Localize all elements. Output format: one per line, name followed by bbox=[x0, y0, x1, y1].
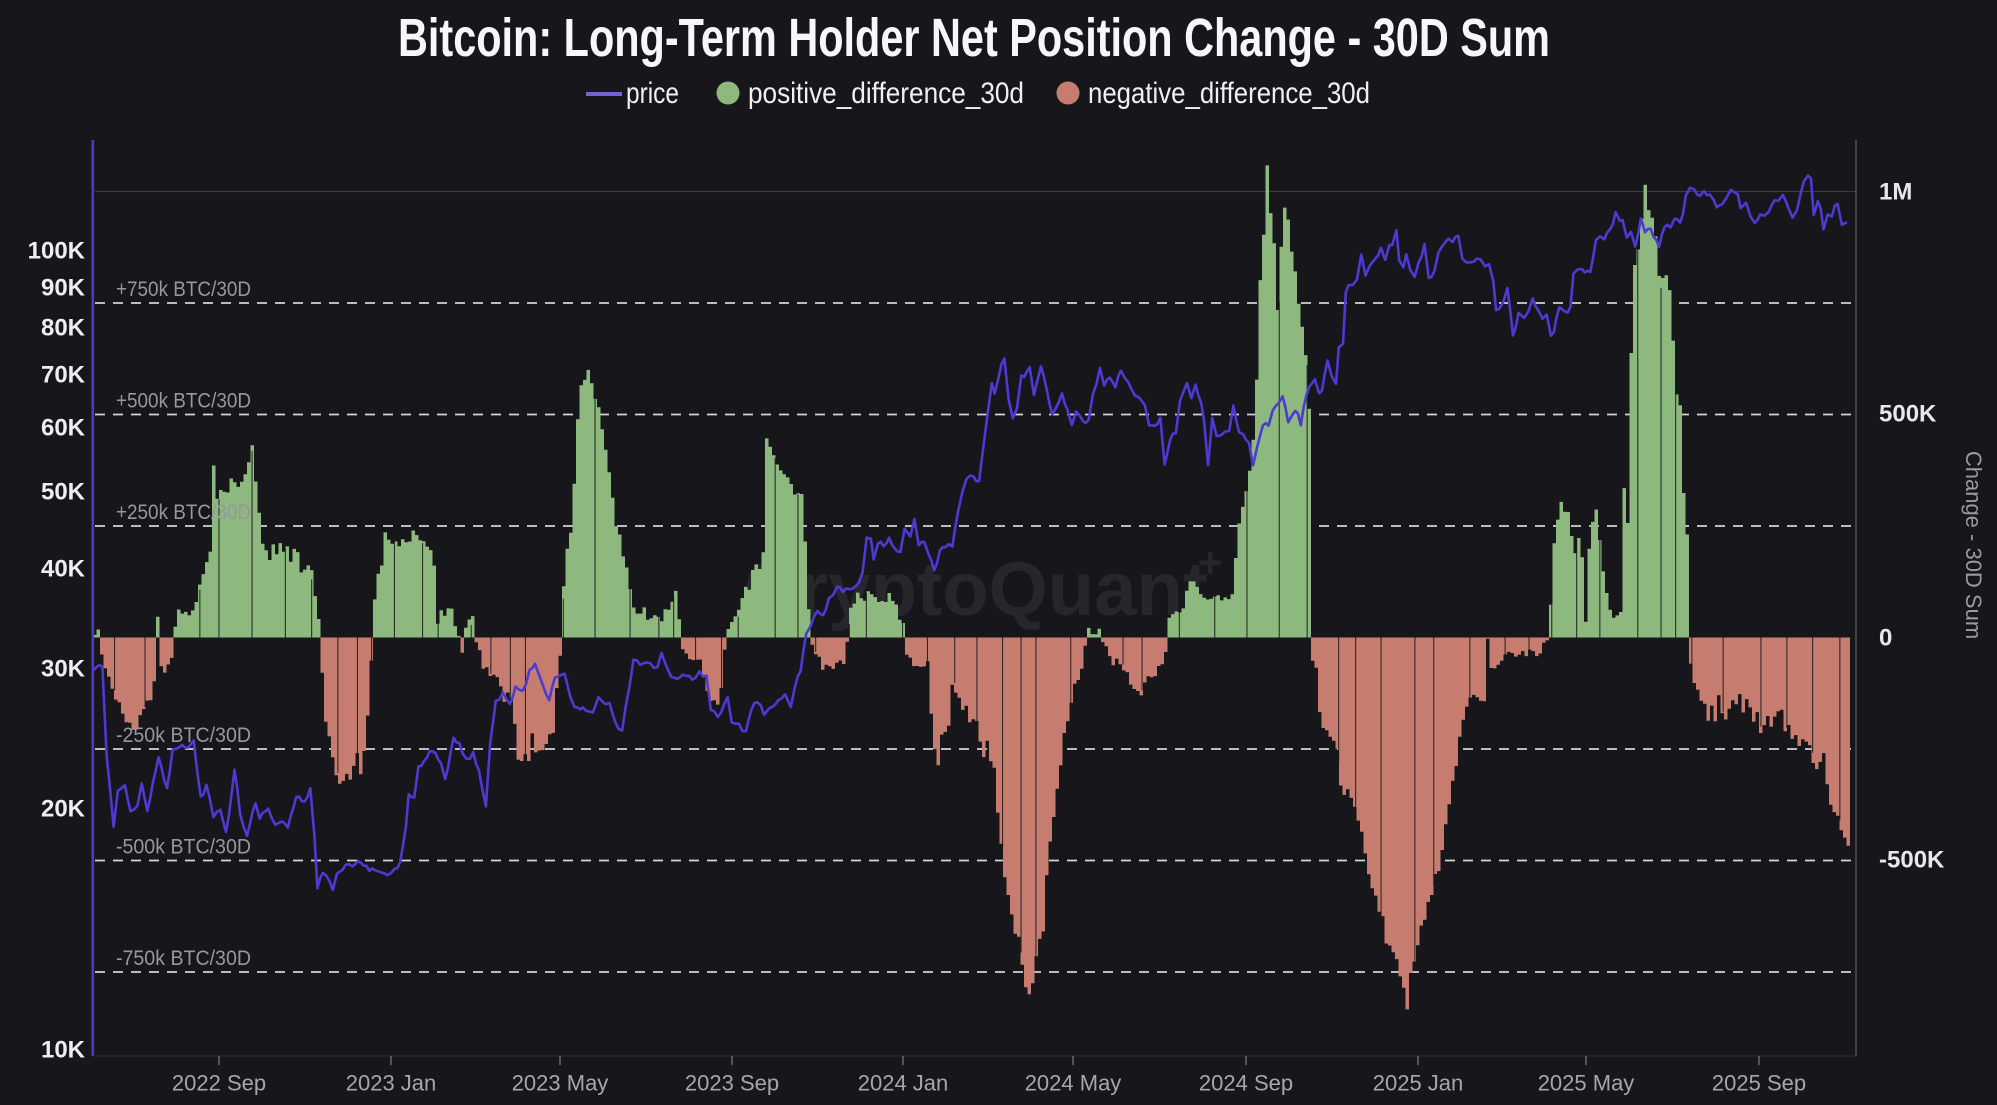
svg-text:80K: 80K bbox=[41, 315, 86, 342]
svg-text:+: + bbox=[1198, 539, 1223, 586]
svg-text:+750k BTC/30D: +750k BTC/30D bbox=[116, 278, 251, 301]
svg-text:CryptoQuant: CryptoQuant bbox=[744, 547, 1208, 632]
svg-text:2023 Sep: 2023 Sep bbox=[685, 1071, 779, 1096]
svg-text:-750k BTC/30D: -750k BTC/30D bbox=[116, 947, 251, 970]
svg-text:1M: 1M bbox=[1879, 179, 1912, 206]
svg-text:100K: 100K bbox=[28, 238, 86, 265]
svg-text:-500K: -500K bbox=[1879, 847, 1945, 874]
svg-text:2025 Jan: 2025 Jan bbox=[1373, 1071, 1464, 1096]
svg-text:price: price bbox=[626, 77, 679, 110]
svg-text:10K: 10K bbox=[41, 1037, 86, 1064]
svg-text:negative_difference_30d: negative_difference_30d bbox=[1088, 77, 1370, 110]
svg-text:70K: 70K bbox=[41, 362, 86, 389]
svg-text:30K: 30K bbox=[41, 656, 86, 683]
svg-text:90K: 90K bbox=[41, 275, 86, 302]
svg-text:2025 Sep: 2025 Sep bbox=[1712, 1071, 1806, 1096]
svg-text:positive_difference_30d: positive_difference_30d bbox=[748, 77, 1024, 110]
svg-text:2024 May: 2024 May bbox=[1025, 1071, 1122, 1096]
svg-text:2025 May: 2025 May bbox=[1538, 1071, 1635, 1096]
svg-text:+500k BTC/30D: +500k BTC/30D bbox=[116, 390, 251, 413]
svg-text:50K: 50K bbox=[41, 479, 86, 506]
svg-text:2023 Jan: 2023 Jan bbox=[346, 1071, 437, 1096]
svg-text:40K: 40K bbox=[41, 556, 86, 583]
svg-text:20K: 20K bbox=[41, 796, 86, 823]
svg-text:60K: 60K bbox=[41, 415, 86, 442]
svg-text:0: 0 bbox=[1879, 625, 1892, 652]
svg-text:Change - 30D Sum: Change - 30D Sum bbox=[1961, 451, 1986, 639]
svg-text:Bitcoin: Long-Term Holder Net: Bitcoin: Long-Term Holder Net Position C… bbox=[398, 8, 1550, 68]
svg-text:-250k BTC/30D: -250k BTC/30D bbox=[116, 724, 251, 747]
svg-text:2023 May: 2023 May bbox=[512, 1071, 609, 1096]
svg-text:500K: 500K bbox=[1879, 401, 1937, 428]
svg-text:2022 Sep: 2022 Sep bbox=[172, 1071, 266, 1096]
svg-text:-500k BTC/30D: -500k BTC/30D bbox=[116, 836, 251, 859]
svg-text:2024 Jan: 2024 Jan bbox=[858, 1071, 949, 1096]
svg-text:+250k BTC/30D: +250k BTC/30D bbox=[116, 501, 251, 524]
svg-text:2024 Sep: 2024 Sep bbox=[1199, 1071, 1293, 1096]
